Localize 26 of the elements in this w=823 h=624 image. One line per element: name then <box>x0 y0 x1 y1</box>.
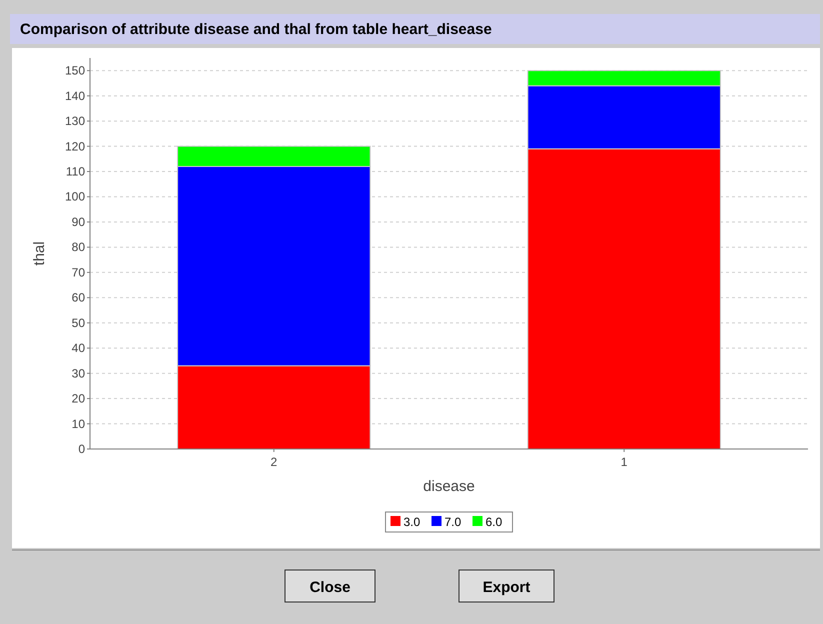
legend-label: 7.0 <box>444 515 462 529</box>
y-tick-label: 10 <box>72 416 86 431</box>
x-tick-label: 1 <box>620 455 628 469</box>
y-tick-label: 60 <box>72 290 86 305</box>
x-axis-title: disease <box>423 478 475 495</box>
legend-label: 3.0 <box>404 515 421 529</box>
y-tick-label: 120 <box>64 139 86 154</box>
y-tick-label: 90 <box>72 214 86 229</box>
y-tick-label: 140 <box>64 88 86 103</box>
y-tick-label: 30 <box>72 366 86 380</box>
y-tick-label: 50 <box>72 316 86 330</box>
y-axis-title: thal <box>31 241 48 266</box>
y-tick-label: 110 <box>66 164 86 179</box>
y-tick-label: 100 <box>64 190 86 204</box>
y-tick-label: 40 <box>72 341 86 356</box>
y-tick-label: 0 <box>78 442 86 456</box>
chart-title: Comparison of attribute disease and thal from table heart_disease <box>20 21 492 38</box>
y-tick-label: 130 <box>64 114 86 128</box>
y-tick-label: 150 <box>64 64 86 78</box>
y-tick-label: 70 <box>72 265 86 280</box>
text: Close <box>310 579 350 596</box>
text: Export <box>482 579 530 596</box>
y-tick-label: 80 <box>72 240 86 254</box>
x-tick-label: 2 <box>270 455 278 469</box>
y-tick-label: 20 <box>72 392 86 406</box>
legend-label: 6.0 <box>486 515 503 529</box>
